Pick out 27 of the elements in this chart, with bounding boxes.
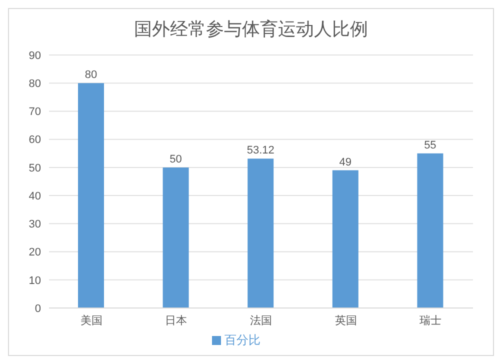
x-tick-label: 日本: [165, 314, 188, 327]
y-tick-label: 90: [28, 50, 41, 62]
y-tick-label: 70: [28, 106, 41, 118]
data-label: 55: [424, 139, 436, 152]
x-tick-label: 瑞士: [420, 314, 442, 327]
bar: [78, 83, 104, 308]
y-tick-label: 20: [28, 246, 41, 259]
x-tick-label: 美国: [80, 314, 102, 327]
bar: [417, 153, 444, 308]
y-tick-label: 10: [28, 274, 41, 287]
bar: [332, 170, 358, 308]
y-tick-label: 60: [28, 134, 41, 146]
bar: [248, 158, 274, 308]
y-tick-label: 0: [34, 302, 41, 315]
x-tick-label: 英国: [334, 314, 357, 327]
y-tick-label: 40: [28, 190, 41, 202]
y-tick-label: 30: [28, 218, 41, 231]
y-tick-label: 80: [28, 78, 41, 90]
data-label: 53.12: [246, 144, 274, 157]
y-tick-label: 50: [28, 162, 41, 174]
legend-label: 百分比: [224, 333, 260, 347]
data-label: 80: [84, 69, 98, 82]
data-label: 50: [170, 153, 182, 166]
chart-title: 国外经常参与体育运动人比例: [133, 18, 369, 41]
bar: [162, 167, 189, 308]
data-label: 49: [339, 156, 352, 168]
x-tick-label: 法国: [250, 314, 272, 327]
